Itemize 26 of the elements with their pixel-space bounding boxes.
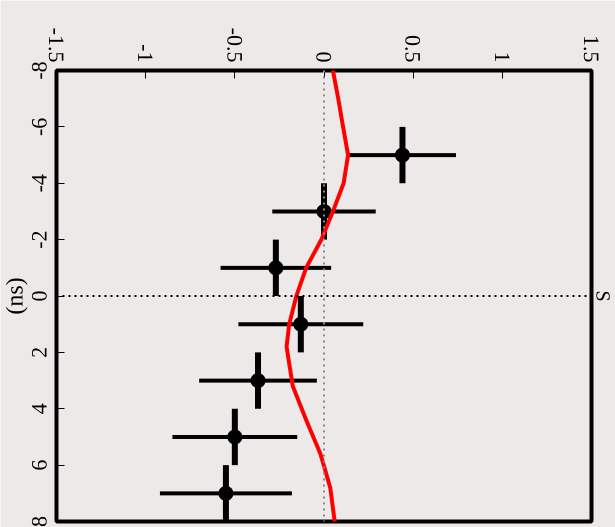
point: [316, 204, 332, 219]
point: [218, 486, 234, 501]
y-tick-label: 8: [26, 516, 52, 527]
x-tick-label: -1.5: [44, 28, 69, 62]
point: [293, 316, 308, 332]
y-tick-label: -4: [26, 174, 52, 192]
x-tick-label: 0: [312, 52, 336, 62]
point: [268, 260, 284, 276]
y-axis-title: (ns): [2, 277, 28, 315]
x-tick-label: 0.5: [400, 35, 426, 62]
x-tick-label: -1: [133, 44, 158, 62]
y-tick-label: 2: [26, 346, 52, 358]
x-tick-label: 1.5: [579, 35, 604, 62]
x-tick-label: -0.5: [222, 28, 248, 62]
line-series: [284, 70, 350, 522]
y-tick-label: 6: [26, 460, 52, 471]
y-tick-label: -6: [26, 118, 52, 136]
x-tick-label: 1: [490, 52, 515, 62]
point: [227, 429, 242, 444]
point: [394, 148, 410, 163]
y-tick-label: -2: [26, 230, 52, 249]
text: S: [592, 290, 614, 302]
y-tick-label: 4: [26, 403, 52, 414]
y-tick-label: -8: [26, 61, 52, 80]
y-tick-label: 0: [26, 290, 52, 302]
point: [250, 373, 266, 388]
